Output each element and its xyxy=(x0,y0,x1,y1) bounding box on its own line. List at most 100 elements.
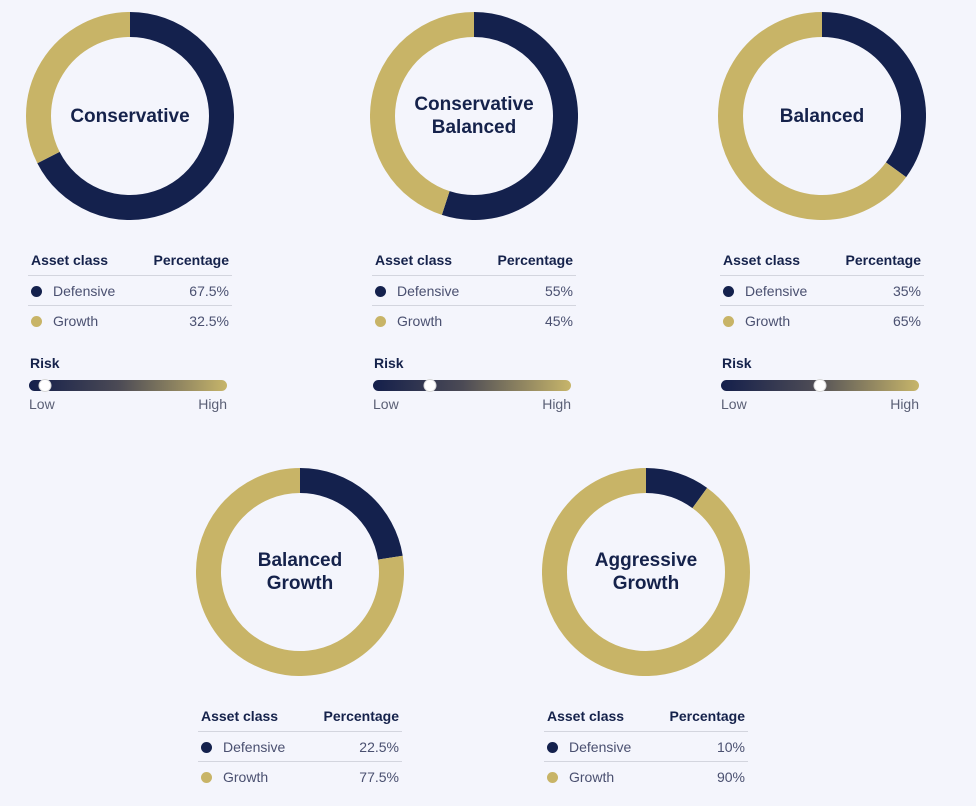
portfolio-title: Conservative Balanced xyxy=(414,94,534,138)
table-row: Growth 90% xyxy=(544,762,748,792)
risk-high-label: High xyxy=(890,396,919,412)
asset-class-label: Defensive xyxy=(745,283,808,299)
portfolio-title: Conservative xyxy=(70,105,190,127)
portfolio-card-conservative-balanced: Conservative Balanced Asset class Percen… xyxy=(370,12,578,412)
donut-chart: Balanced Growth xyxy=(196,468,404,676)
asset-class-header: Asset class xyxy=(372,246,480,276)
asset-class-label: Defensive xyxy=(53,283,116,299)
donut-svg xyxy=(542,468,750,676)
asset-class-header: Asset class xyxy=(720,246,828,276)
risk-low-label: Low xyxy=(721,396,747,412)
risk-meter: Risk Low High xyxy=(372,355,572,412)
table-row: Growth 32.5% xyxy=(28,306,232,336)
allocation-table: Asset class Percentage Defensive 35% Gro… xyxy=(720,246,924,335)
portfolio-card-balanced: Balanced Asset class Percentage Defensiv… xyxy=(718,12,926,412)
donut-chart: Balanced xyxy=(718,12,926,220)
defensive-dot-icon xyxy=(723,286,734,297)
donut-slice-growth xyxy=(542,468,750,676)
growth-dot-icon xyxy=(31,316,42,327)
defensive-dot-icon xyxy=(375,286,386,297)
table-header-row: Asset class Percentage xyxy=(372,246,576,276)
percentage-value: 32.5% xyxy=(189,313,229,329)
percentage-header: Percentage xyxy=(651,702,748,732)
percentage-header: Percentage xyxy=(135,246,232,276)
table-row: Defensive 67.5% xyxy=(28,275,232,306)
percentage-header: Percentage xyxy=(479,246,576,276)
risk-low-label: Low xyxy=(373,396,399,412)
asset-class-header: Asset class xyxy=(544,702,652,732)
growth-dot-icon xyxy=(201,772,212,783)
defensive-dot-icon xyxy=(201,742,212,753)
asset-class-header: Asset class xyxy=(198,702,306,732)
percentage-value: 67.5% xyxy=(135,275,232,306)
asset-class-label: Defensive xyxy=(397,283,460,299)
defensive-dot-icon xyxy=(31,286,42,297)
table-row: Defensive 22.5% xyxy=(198,731,402,762)
portfolio-title: Aggressive Growth xyxy=(594,550,698,594)
table-row: Growth 77.5% xyxy=(198,762,402,792)
donut-svg xyxy=(718,12,926,220)
risk-indicator xyxy=(813,379,827,392)
percentage-value: 35% xyxy=(827,275,924,306)
risk-meter: Risk Low High xyxy=(28,355,228,412)
asset-class-label: Defensive xyxy=(223,739,286,755)
table-row: Defensive 55% xyxy=(372,275,576,306)
donut-chart: Conservative Balanced xyxy=(370,12,578,220)
table-header-row: Asset class Percentage xyxy=(198,702,402,732)
donut-slice-defensive xyxy=(441,12,578,220)
percentage-value: 90% xyxy=(716,769,745,785)
risk-high-label: High xyxy=(198,396,227,412)
table-header-row: Asset class Percentage xyxy=(720,246,924,276)
risk-bar xyxy=(373,379,571,392)
percentage-value: 77.5% xyxy=(359,769,399,785)
allocation-table: Asset class Percentage Defensive 10% Gro… xyxy=(544,702,748,791)
allocation-table: Asset class Percentage Defensive 22.5% G… xyxy=(198,702,402,791)
donut-slice-defensive xyxy=(821,12,926,178)
donut-svg xyxy=(26,12,234,220)
percentage-header: Percentage xyxy=(305,702,402,732)
asset-class-label: Defensive xyxy=(569,739,632,755)
donut-slice-growth xyxy=(196,468,404,676)
asset-class-label: Growth xyxy=(569,769,615,785)
asset-class-header: Asset class xyxy=(28,246,136,276)
donut-slice-defensive xyxy=(37,12,234,220)
asset-class-label: Growth xyxy=(745,313,791,329)
risk-indicator xyxy=(423,379,437,392)
donut-slice-growth xyxy=(718,12,907,220)
risk-high-label: High xyxy=(542,396,571,412)
table-header-row: Asset class Percentage xyxy=(544,702,748,732)
portfolio-card-aggressive-growth: Aggressive Growth Asset class Percentage… xyxy=(542,468,750,791)
donut-svg xyxy=(196,468,404,676)
asset-class-label: Growth xyxy=(223,769,269,785)
table-row: Growth 45% xyxy=(372,306,576,336)
donut-chart: Conservative xyxy=(26,12,234,220)
allocation-table: Asset class Percentage Defensive 55% Gro… xyxy=(372,246,576,335)
growth-dot-icon xyxy=(547,772,558,783)
table-row: Defensive 35% xyxy=(720,275,924,306)
growth-dot-icon xyxy=(723,316,734,327)
percentage-value: 65% xyxy=(892,313,921,329)
risk-indicator xyxy=(38,379,52,392)
donut-slice-defensive xyxy=(299,468,403,561)
allocation-table: Asset class Percentage Defensive 67.5% G… xyxy=(28,246,232,335)
risk-bar xyxy=(29,379,227,392)
portfolio-title: Balanced Growth xyxy=(257,550,343,594)
asset-class-label: Growth xyxy=(53,313,99,329)
donut-slice-growth xyxy=(26,12,131,164)
percentage-value: 10% xyxy=(651,731,748,762)
percentage-value: 22.5% xyxy=(305,731,402,762)
growth-dot-icon xyxy=(375,316,386,327)
risk-low-label: Low xyxy=(29,396,55,412)
asset-class-label: Growth xyxy=(397,313,443,329)
donut-slice-growth xyxy=(370,12,475,215)
percentage-value: 45% xyxy=(544,313,573,329)
donut-chart: Aggressive Growth xyxy=(542,468,750,676)
table-row: Growth 65% xyxy=(720,306,924,336)
percentage-header: Percentage xyxy=(827,246,924,276)
percentage-value: 55% xyxy=(479,275,576,306)
defensive-dot-icon xyxy=(547,742,558,753)
risk-bar xyxy=(721,379,919,392)
risk-title: Risk xyxy=(374,355,404,371)
risk-meter: Risk Low High xyxy=(720,355,920,412)
risk-title: Risk xyxy=(30,355,60,371)
